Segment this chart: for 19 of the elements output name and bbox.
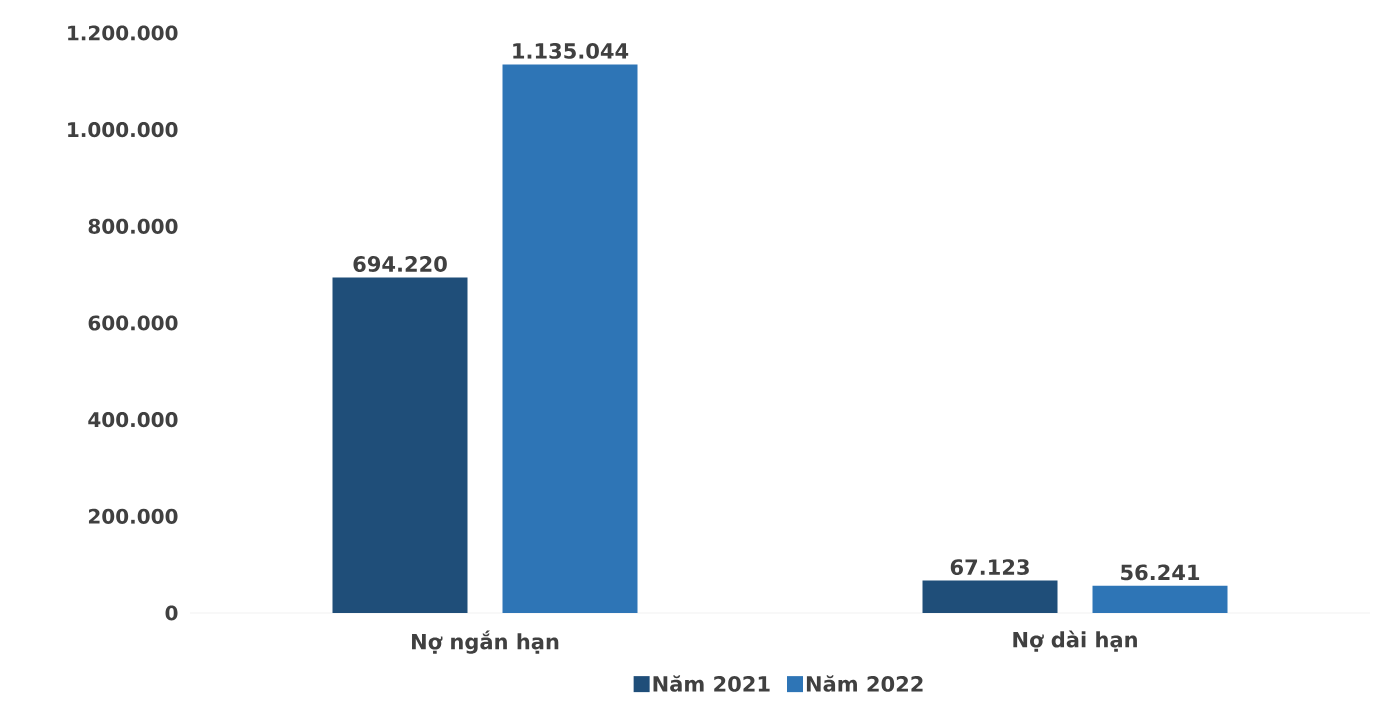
data-label: 1.135.044 xyxy=(513,42,629,59)
y-tick-label: 1.000.000 xyxy=(68,122,178,138)
bar xyxy=(332,277,468,613)
legend-label: Năm 2021 xyxy=(653,675,770,692)
data-label: 56.241 xyxy=(1121,564,1200,581)
y-tick-label: 1.200.000 xyxy=(68,25,178,41)
bar xyxy=(502,64,638,613)
y-tick-label: 400.000 xyxy=(88,412,178,428)
legend-label: Năm 2022 xyxy=(806,675,923,692)
bar xyxy=(922,580,1058,613)
y-tick-label: 0 xyxy=(165,605,178,621)
x-tick-label: Nợ ngắn hạn xyxy=(412,630,559,654)
y-tick-label: 800.000 xyxy=(88,218,178,234)
y-tick-label: 600.000 xyxy=(88,315,178,331)
data-label: 694.220 xyxy=(353,256,447,272)
bar xyxy=(1092,585,1228,613)
data-label: 67.123 xyxy=(950,559,1029,576)
x-tick-label: Nợ dài hạn xyxy=(1013,630,1137,652)
y-tick-label: 200.000 xyxy=(88,508,178,524)
